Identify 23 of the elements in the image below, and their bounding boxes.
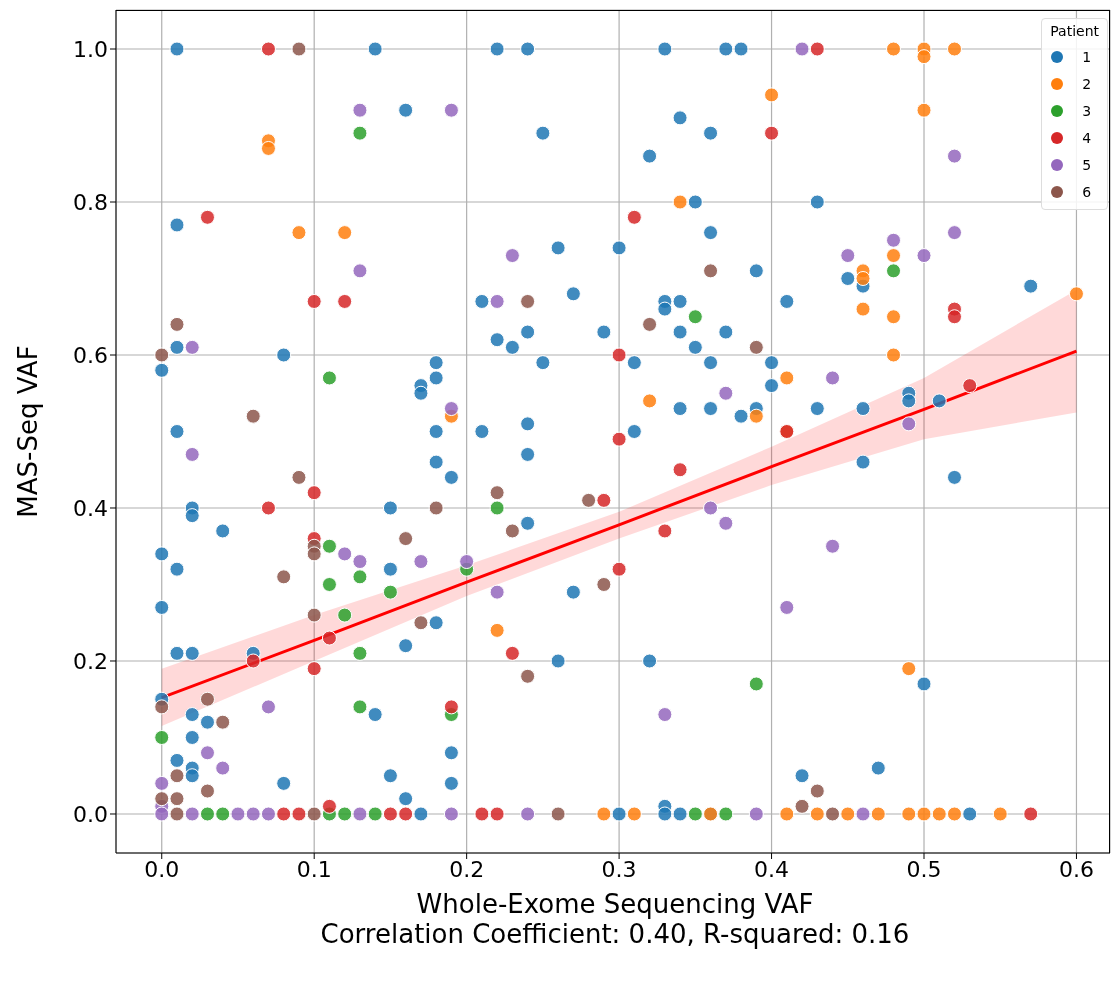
- x-tick-label: 0.6: [1058, 856, 1094, 882]
- text: Correlation Coefficient: 0.40, R-squared: 0.16: [319, 919, 911, 949]
- legend-label: 5: [1082, 156, 1092, 173]
- x-tick-label: 0.1: [296, 856, 332, 882]
- y-tick-label: 0.0: [73, 801, 108, 827]
- y-tick-label: 0.2: [73, 648, 108, 674]
- x-axis-title: Whole-Exome Sequencing VAF: [415, 889, 815, 919]
- y-tick-label: 0.8: [73, 189, 108, 215]
- y-tick-label: 1.0: [73, 36, 108, 62]
- legend-label: 1: [1082, 48, 1092, 65]
- legend-label: 4: [1082, 129, 1092, 146]
- y-tick-label: 0.4: [73, 495, 108, 521]
- x-tick-label: 0.0: [144, 856, 180, 882]
- x-tick-label: 0.2: [449, 856, 485, 882]
- legend-label: 6: [1082, 183, 1092, 200]
- y-axis-title: MAS-Seq VAF: [13, 345, 44, 518]
- y-tick-label: 0.6: [73, 342, 108, 368]
- legend-label: 2: [1082, 75, 1092, 92]
- legend-title: Patient: [1050, 23, 1099, 39]
- legend-label: 3: [1082, 102, 1092, 119]
- x-tick-label: 0.3: [601, 856, 637, 882]
- x-tick-label: 0.4: [754, 856, 790, 882]
- x-tick-label: 0.5: [906, 856, 942, 882]
